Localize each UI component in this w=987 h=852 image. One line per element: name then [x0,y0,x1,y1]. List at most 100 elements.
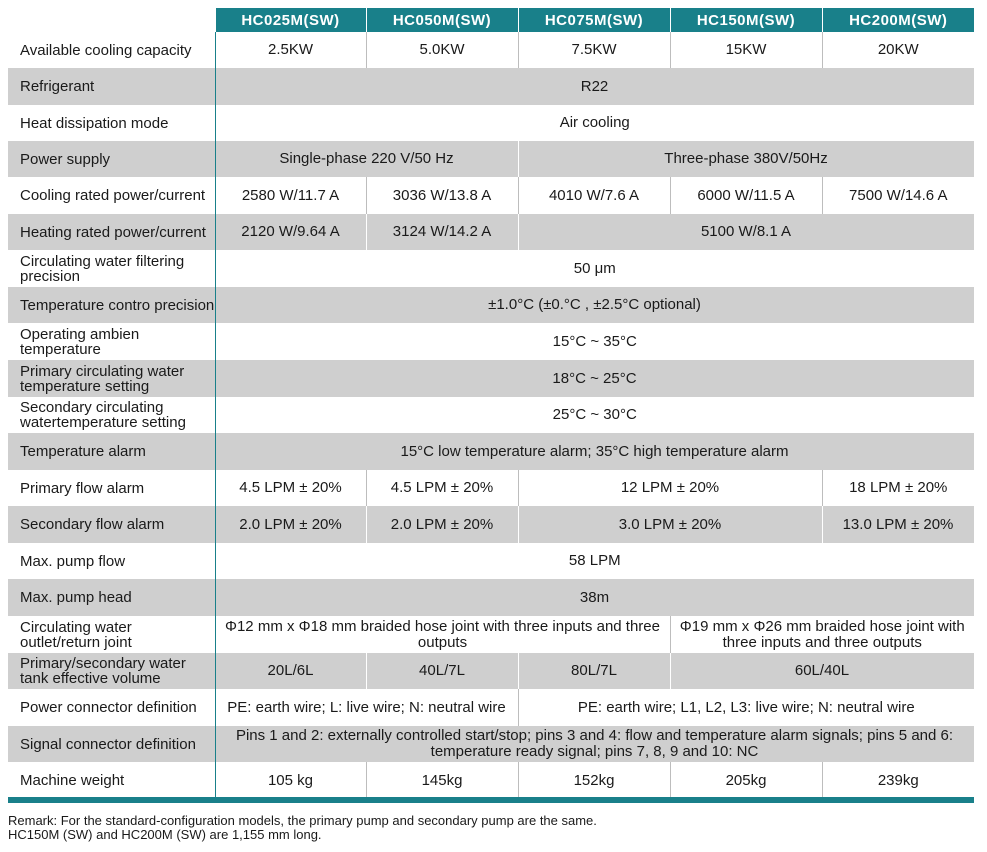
spec-value: 15°C low temperature alarm; 35°C high te… [214,433,975,470]
spec-row: Operating ambien temperature 15°C ~ 35°C [8,323,974,360]
spec-row: Power supply Single-phase 220 V/50 Hz Thre… [8,141,975,177]
spec-value: Three-phase 380V/50Hz [517,141,975,177]
row-label: Power connector definition [8,689,216,726]
spec-row: Primary/secondary water tank effective v… [8,653,975,689]
spec-value: 12 LPM ± 20% [517,470,823,506]
remark: Remark: For the standard-configuration m… [8,814,974,842]
spec-value: PE: earth wire; L1, L2, L3: live wire; N… [517,689,974,726]
spec-value: 105 kg [214,762,367,799]
spec-value: 25°C ~ 30°C [214,397,974,433]
spec-row: Circulating water outlet/return joint Φ12… [8,616,974,653]
spec-row: Temperature contro precision ±1.0°C (±0.°… [8,287,975,323]
header-row: HC025M(SW) HC050M(SW) HC075M(SW) HC150M(… [8,8,974,32]
row-label: Primary/secondary water tank effective v… [8,653,216,689]
model-header: HC075M(SW) [518,8,671,32]
row-label: Primary circulating water temperature se… [8,360,216,397]
row-label: Heat dissipation mode [8,105,216,141]
spec-value: PE: earth wire; L: live wire; N: neutral… [214,689,519,726]
spec-value: 60L/40L [669,653,975,689]
row-label: Secondary circulating watertemperature s… [8,397,216,433]
spec-value: 4.5 LPM ± 20% [365,470,519,506]
spec-value: 13.0 LPM ± 20% [821,506,975,543]
row-label: Power supply [8,141,216,177]
spec-value: Φ12 mm x Φ18 mm braided hose joint with … [214,616,671,653]
spec-row: Heating rated power/current 2120 W/9.64 A… [8,214,975,250]
spec-value: 2.0 LPM ± 20% [365,506,519,543]
model-header: HC025M(SW) [215,8,367,32]
spec-value: 152kg [517,762,671,799]
spec-value: 50 μm [214,250,974,287]
spec-value: 18°C ~ 25°C [214,360,975,397]
row-label: Circulating water outlet/return joint [8,616,216,653]
spec-value: 145kg [365,762,519,799]
spec-row: Available cooling capacity 2.5KW 5.0KW 7.5K… [8,32,974,68]
row-label: Cooling rated power/current [8,177,216,214]
spec-body: Available cooling capacity 2.5KW 5.0KW 7.5K… [8,32,975,799]
spec-value: Φ19 mm x Φ26 mm braided hose joint with … [669,616,974,653]
spec-row: Cooling rated power/current 2580 W/11.7 A… [8,177,974,214]
spec-row: Max. pump flow 58 LPM [8,543,974,579]
spec-value: 20KW [821,32,974,68]
spec-value: 205kg [669,762,823,799]
row-label: Available cooling capacity [8,32,216,68]
spec-value: 40L/7L [365,653,519,689]
spec-value: 20L/6L [214,653,367,689]
spec-value: 4.5 LPM ± 20% [214,470,367,506]
spec-value: 38m [214,579,975,616]
spec-value: 2.5KW [214,32,367,68]
row-label: Operating ambien temperature [8,323,216,360]
spec-value: 15KW [669,32,823,68]
spec-row: Refrigerant R22 [8,68,975,105]
spec-row: Machine weight 105 kg 145kg 152kg 205kg 239kg [8,762,974,799]
row-label: Machine weight [8,762,216,799]
spec-row: Secondary flow alarm 2.0 LPM ± 20% 2.0 LPM… [8,506,975,543]
spec-value: 2580 W/11.7 A [214,177,367,214]
spec-value: 5100 W/8.1 A [517,214,975,250]
model-header: HC150M(SW) [670,8,823,32]
spec-row: Power connector definition PE: earth wire… [8,689,974,726]
row-label: Heating rated power/current [8,214,216,250]
spec-value: 7.5KW [517,32,671,68]
spec-value: Single-phase 220 V/50 Hz [214,141,519,177]
row-label: Secondary flow alarm [8,506,216,543]
spec-value: 3124 W/14.2 A [365,214,519,250]
row-label: Max. pump flow [8,543,216,579]
spec-value: 2120 W/9.64 A [214,214,367,250]
bottom-rule [8,797,974,803]
spec-value: 15°C ~ 35°C [214,323,974,360]
spec-value: 58 LPM [214,543,974,579]
spec-row: Primary circulating water temperature se… [8,360,975,397]
spec-value: 3.0 LPM ± 20% [517,506,823,543]
spec-value: 239kg [821,762,974,799]
spec-value: 80L/7L [517,653,671,689]
remark-line: HC150M (SW) and HC200M (SW) are 1,155 mm… [8,827,322,842]
spec-row: Max. pump head 38m [8,579,975,616]
spec-row: Heat dissipation mode Air cooling [8,105,974,141]
spec-value: 7500 W/14.6 A [821,177,974,214]
spec-value: 4010 W/7.6 A [517,177,671,214]
model-header: HC050M(SW) [366,8,519,32]
spec-value: Air cooling [214,105,974,141]
header-corner [8,8,216,32]
spec-value: Pins 1 and 2: externally controlled star… [214,726,975,762]
spec-value: R22 [214,68,975,105]
row-label: Max. pump head [8,579,216,616]
remark-line: Remark: For the standard-configuration m… [8,813,597,828]
row-label: Temperature alarm [8,433,216,470]
row-label: Refrigerant [8,68,216,105]
spec-row: Secondary circulating watertemperature s… [8,397,974,433]
spec-value: 18 LPM ± 20% [821,470,974,506]
spec-value: ±1.0°C (±0.°C , ±2.5°C optional) [214,287,975,323]
row-label: Signal connector definition [8,726,216,762]
spec-table: HC025M(SW) HC050M(SW) HC075M(SW) HC150M(… [8,8,975,799]
row-label: Primary flow alarm [8,470,216,506]
spec-row: Temperature alarm 15°C low temperature al… [8,433,975,470]
spec-value: 3036 W/13.8 A [365,177,519,214]
spec-value: 2.0 LPM ± 20% [214,506,367,543]
spec-row: Signal connector definition Pins 1 and 2:… [8,726,975,762]
spec-row: Primary flow alarm 4.5 LPM ± 20% 4.5 LPM ±… [8,470,974,506]
model-header: HC200M(SW) [822,8,974,32]
row-label: Circulating water filtering precision [8,250,216,287]
spec-row: Circulating water filtering precision 50 … [8,250,974,287]
spec-value: 5.0KW [365,32,519,68]
